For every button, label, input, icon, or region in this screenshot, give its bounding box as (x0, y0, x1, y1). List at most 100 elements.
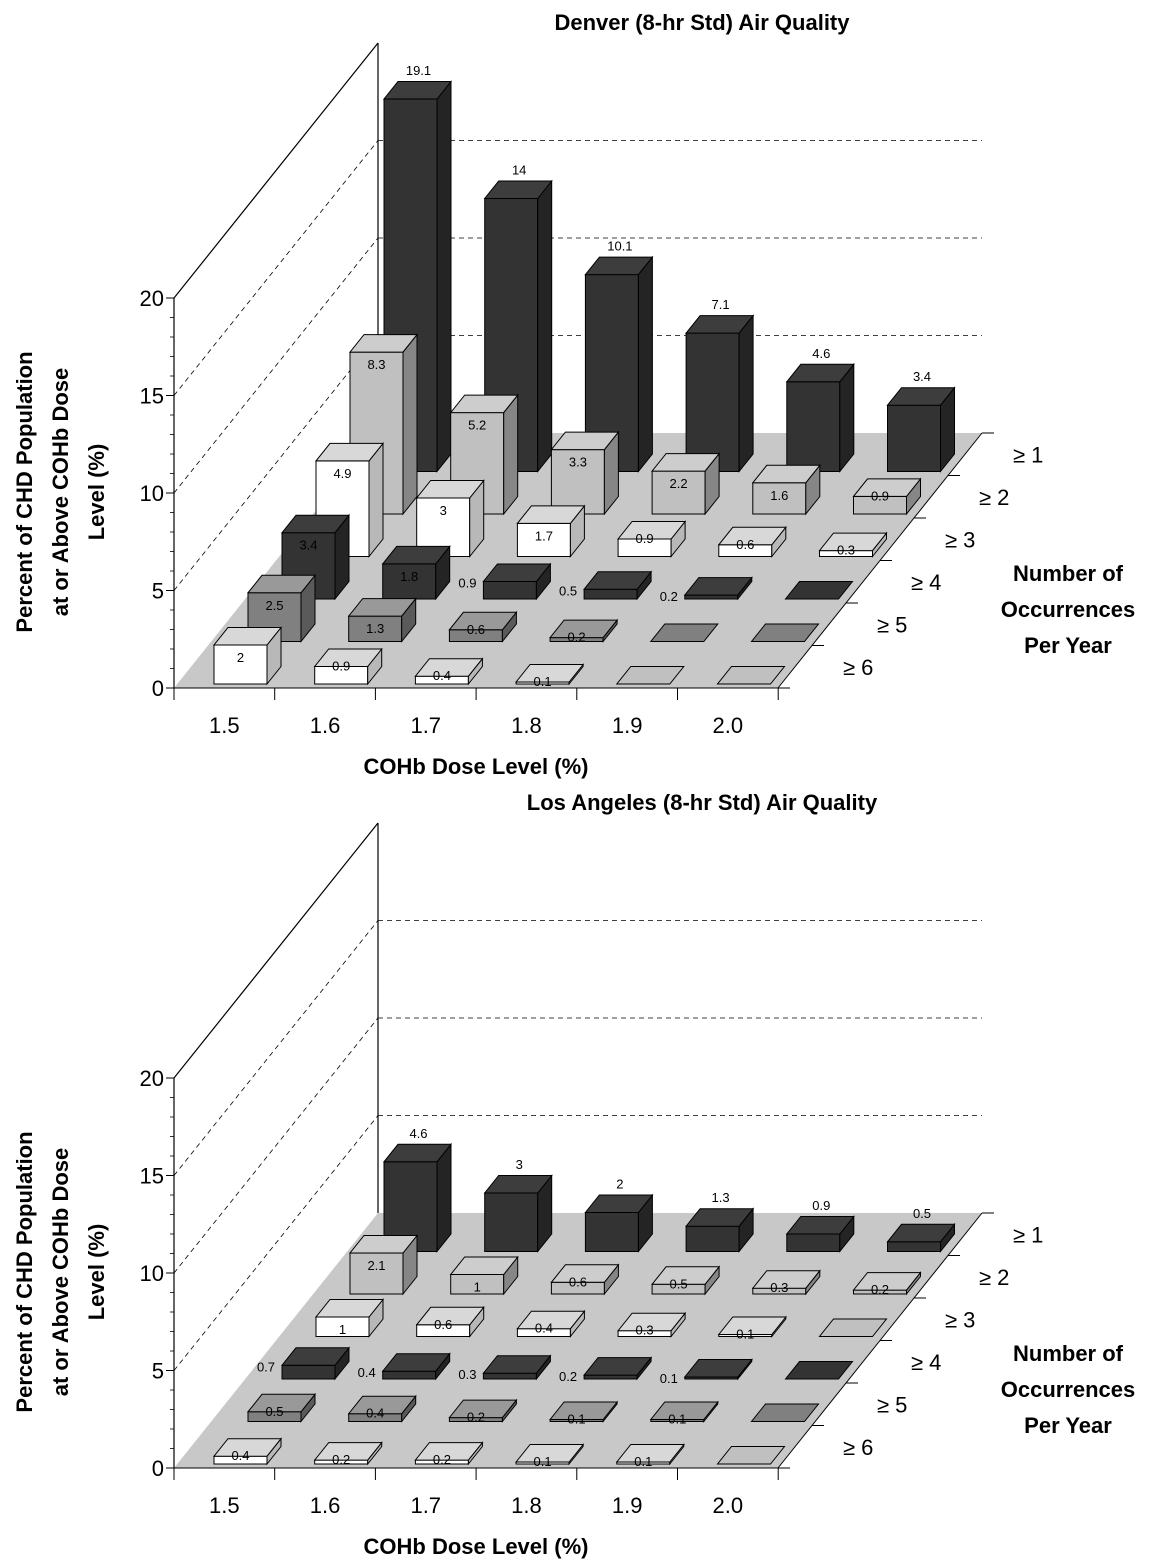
bar-side (738, 314, 754, 473)
data-label: 0.2 (871, 1282, 889, 1297)
data-label: 3 (440, 503, 447, 518)
bar-front (484, 1192, 539, 1252)
depth-tick-label: ≥ 4 (911, 570, 941, 595)
y-tick-label: 10 (140, 481, 164, 506)
bar-front (685, 1225, 740, 1253)
bar-top (448, 611, 518, 631)
depth-axis-label: Number of (1013, 1341, 1124, 1366)
data-label: 0.2 (568, 630, 586, 645)
y-tick-label: 20 (140, 1066, 164, 1091)
data-label: 0.6 (736, 537, 754, 552)
y-tick-label: 0 (152, 1456, 164, 1481)
x-tick-label: 1.9 (612, 1493, 643, 1518)
data-label: 10.1 (607, 239, 632, 254)
bar-top (483, 180, 553, 199)
bar-front (550, 449, 605, 515)
bar-top (482, 563, 552, 582)
data-label: 0.4 (231, 1448, 249, 1463)
data-label: 0.6 (434, 1317, 452, 1332)
depth-tick-label: ≥ 5 (877, 1392, 907, 1417)
bar-top (685, 1208, 755, 1227)
bar-top (348, 334, 419, 353)
bar-front (281, 1364, 336, 1380)
floor (174, 1213, 982, 1468)
bar-tile (818, 1318, 888, 1337)
bar-top (550, 1264, 620, 1283)
bar-side (503, 393, 519, 516)
bar-top (313, 1442, 383, 1461)
bar-top (314, 442, 385, 462)
data-label: 0.9 (458, 575, 476, 590)
bar-top (313, 648, 383, 667)
bar-front (349, 1252, 404, 1295)
data-label: 0.1 (634, 1454, 652, 1469)
depth-tick-label: ≥ 1 (1013, 442, 1043, 467)
bar-front (213, 644, 268, 685)
bar-top (852, 1272, 922, 1291)
bar-top (550, 431, 620, 451)
y-axis-label: Percent of CHD Population (12, 1131, 37, 1412)
x-tick-label: 1.5 (209, 713, 240, 738)
bar-front (348, 615, 403, 643)
depth-tick-label: ≥ 2 (979, 485, 1009, 510)
data-label: 0.2 (433, 1452, 451, 1467)
bar-top (683, 577, 753, 596)
data-label: 0.6 (467, 622, 485, 637)
bar-top (382, 1143, 453, 1163)
data-label: 5.2 (468, 418, 486, 433)
bar-top (382, 81, 453, 100)
data-label: 19.1 (406, 63, 431, 78)
x-tick-label: 1.6 (310, 713, 341, 738)
bar-top (615, 1444, 685, 1463)
bar-top (583, 1357, 653, 1376)
data-label: 3.3 (569, 455, 587, 470)
bar-front (651, 470, 706, 515)
bar-side (368, 441, 384, 558)
bar-top (348, 1235, 419, 1254)
side-wall-top-edge (173, 42, 379, 299)
side-gridline (173, 1017, 379, 1274)
y-tick-label: 5 (152, 579, 164, 604)
bar-top (717, 526, 787, 546)
bar-top (415, 1306, 485, 1326)
x-tick-label: 1.9 (612, 713, 643, 738)
data-label: 0.1 (668, 1412, 686, 1427)
bar-tile (750, 623, 820, 642)
data-label: 0.5 (670, 1276, 688, 1291)
x-tick-label: 2.0 (713, 713, 744, 738)
side-gridline (173, 920, 379, 1176)
y-axis-label: at or Above COHb Dose (48, 368, 73, 617)
data-label: 0.5 (559, 583, 577, 598)
y-tick-label: 10 (140, 1261, 164, 1286)
bar-front (583, 588, 638, 600)
side-gridline (173, 140, 379, 396)
bar-front (516, 522, 571, 557)
x-tick-label: 2.0 (713, 1493, 744, 1518)
chart-title: Los Angeles (8-hr Std) Air Quality (527, 790, 878, 815)
data-label: 0.1 (534, 674, 552, 689)
data-label: 3 (516, 1157, 523, 1172)
bar-tile (716, 666, 786, 685)
data-label: 0.2 (332, 1452, 350, 1467)
bar-top (246, 574, 317, 594)
bar-top (314, 1299, 385, 1318)
bar-top (381, 545, 451, 565)
data-label: 2.1 (367, 1258, 385, 1273)
bar-top (280, 514, 351, 534)
bar-top (280, 1347, 351, 1366)
data-label: 0.4 (358, 1365, 376, 1380)
side-gridline (173, 1115, 379, 1371)
data-label: 1.3 (366, 621, 384, 636)
bar-top (651, 1266, 721, 1285)
data-label: 0.4 (535, 1321, 553, 1336)
bar-top (583, 571, 653, 590)
depth-tick-label: ≥ 5 (877, 612, 907, 637)
bar-side (537, 179, 553, 473)
bar-top (449, 1256, 519, 1275)
data-label: 0.9 (332, 658, 350, 673)
bar-top (549, 619, 619, 639)
data-label: 0.1 (568, 1412, 586, 1427)
bar-front (887, 1241, 941, 1252)
bar-front (685, 332, 740, 472)
